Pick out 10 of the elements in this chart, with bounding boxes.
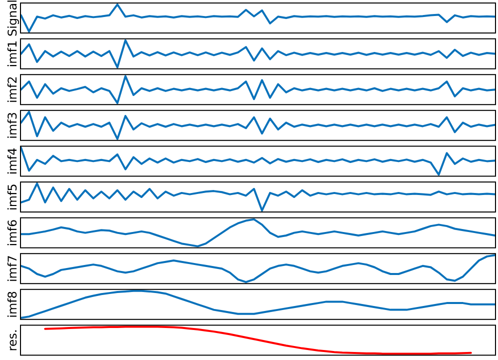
y-axis-title: imf8 bbox=[5, 290, 20, 318]
y-axis-title: imf2 bbox=[5, 76, 20, 104]
y-axis-title: res. bbox=[5, 329, 20, 352]
y-axis-title: imf4 bbox=[5, 148, 20, 175]
y-axis-title: Signal bbox=[5, 0, 20, 36]
y-axis-title: imf1 bbox=[5, 40, 20, 68]
y-axis-title: imf6 bbox=[5, 219, 20, 246]
y-axis-title: imf7 bbox=[5, 255, 20, 282]
y-axis-title: imf5 bbox=[5, 184, 20, 210]
y-axis-title: imf3 bbox=[5, 112, 20, 139]
